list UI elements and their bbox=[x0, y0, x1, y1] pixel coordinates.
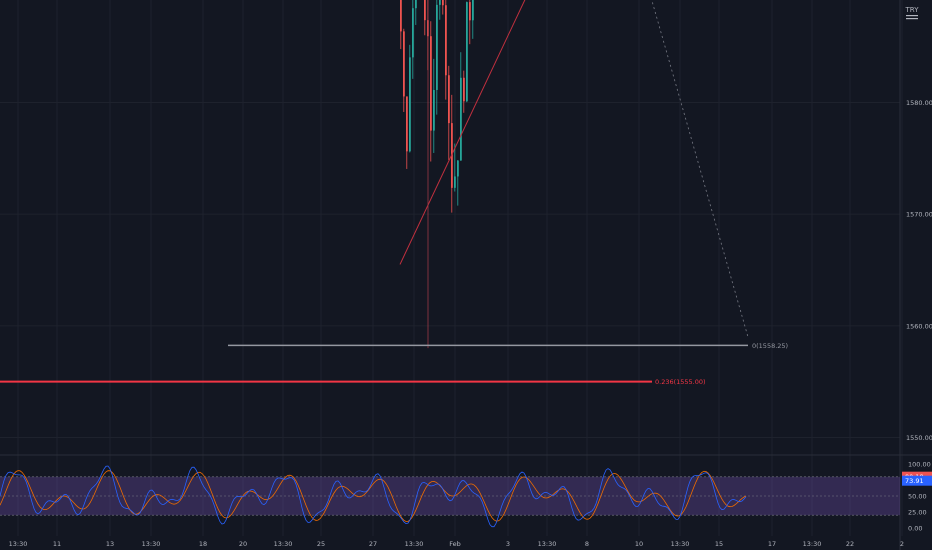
time-tick-label: 13:30 bbox=[405, 540, 424, 548]
candle bbox=[448, 65, 450, 161]
time-tick-label: 13:30 bbox=[538, 540, 557, 548]
time-tick-label: 13:30 bbox=[803, 540, 822, 548]
time-tick-label: 20 bbox=[239, 540, 247, 548]
fib-label-fib_0: 0(1558.25) bbox=[752, 342, 788, 350]
candle bbox=[406, 96, 408, 169]
stoch-tick-label: 25.00 bbox=[908, 509, 927, 517]
price-axis[interactable]: 1550.001560.001570.001580.001590.001600.… bbox=[902, 0, 932, 442]
candle bbox=[409, 44, 411, 153]
candle bbox=[439, 0, 441, 20]
stoch-k-line bbox=[0, 465, 747, 528]
svg-text:73.91: 73.91 bbox=[905, 477, 924, 485]
time-tick-label: 13:30 bbox=[142, 540, 161, 548]
candle bbox=[466, 1, 468, 103]
time-tick-label: 13:30 bbox=[274, 540, 293, 548]
rising-support-line bbox=[399, 0, 526, 265]
time-tick-label: 17 bbox=[768, 540, 776, 548]
drawing-tools: 0.618(1660.00)0.382(1621.00)0(1558.25)0.… bbox=[0, 0, 788, 386]
time-axis[interactable]: 13:30 11 13 13:30 18 20 13:30 25 27 13:30 Feb 3 13:3… bbox=[9, 540, 904, 548]
candle bbox=[469, 0, 471, 45]
time-tick-label: 13:30 bbox=[9, 540, 28, 548]
time-tick-label: 18 bbox=[199, 540, 207, 548]
time-tick-label: 10 bbox=[635, 540, 643, 548]
stoch-d-line bbox=[0, 470, 747, 522]
time-tick-label: 22 bbox=[846, 540, 854, 548]
time-tick-label: 2 bbox=[900, 540, 904, 548]
time-tick-label: 13 bbox=[106, 540, 114, 548]
price-tick-label: 1550.00 bbox=[906, 434, 932, 442]
candle bbox=[436, 0, 438, 115]
time-tick-label: Feb bbox=[449, 540, 461, 548]
time-tick-label: 11 bbox=[53, 540, 61, 548]
candle bbox=[400, 0, 402, 50]
price-tick-label: 1570.00 bbox=[906, 211, 932, 219]
candle bbox=[460, 52, 462, 161]
candle bbox=[412, 0, 414, 79]
time-tick-label: 3 bbox=[506, 540, 510, 548]
stoch-tick-label: 50.00 bbox=[908, 493, 927, 501]
time-tick-label: 8 bbox=[585, 540, 589, 548]
stoch-k-badge: 73.91 bbox=[902, 475, 932, 486]
candle bbox=[472, 0, 474, 39]
candle bbox=[454, 143, 456, 192]
currency-label: TRY bbox=[905, 6, 920, 14]
candle bbox=[457, 160, 459, 206]
time-tick-label: 25 bbox=[317, 540, 325, 548]
candle bbox=[430, 21, 432, 162]
candle bbox=[433, 58, 435, 153]
price-tick-label: 1560.00 bbox=[906, 322, 932, 330]
time-tick-label: 27 bbox=[369, 540, 377, 548]
candlestick-series bbox=[400, 0, 474, 213]
candle bbox=[415, 0, 417, 25]
candle bbox=[424, 0, 426, 36]
settings-icon[interactable] bbox=[906, 15, 918, 20]
stoch-tick-label: 0.00 bbox=[908, 525, 922, 533]
time-tick-label: 13:30 bbox=[671, 540, 690, 548]
fib-label-fib_0236: 0.236(1555.00) bbox=[655, 378, 706, 386]
candle bbox=[463, 70, 465, 113]
time-tick-label: 15 bbox=[715, 540, 723, 548]
candle bbox=[403, 28, 405, 112]
candle bbox=[442, 0, 444, 15]
stoch-tick-label: 100.00 bbox=[908, 461, 931, 469]
candle bbox=[445, 0, 447, 100]
price-tick-label: 1580.00 bbox=[906, 99, 932, 107]
